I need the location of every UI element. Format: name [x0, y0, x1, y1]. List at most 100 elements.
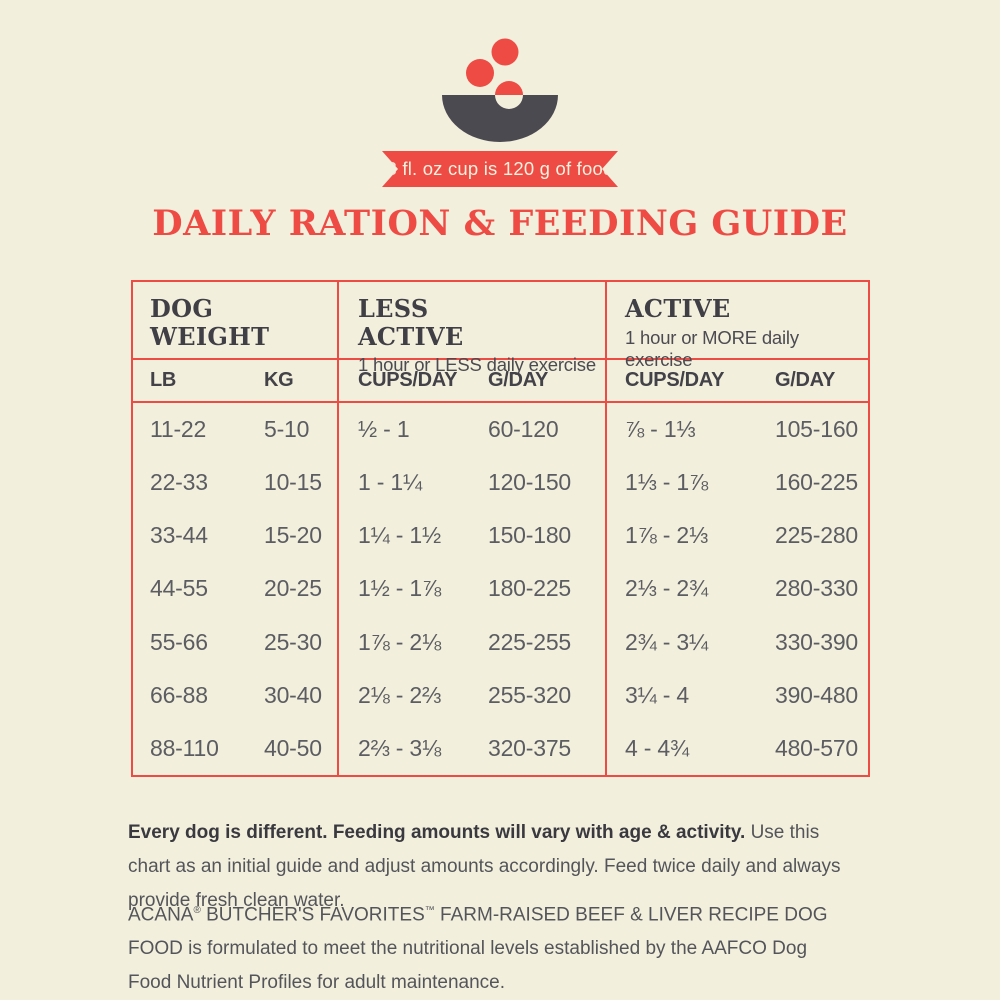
lb-value: 22-33	[150, 469, 208, 496]
kg-value: 10-15	[264, 469, 322, 496]
kibble-notch	[495, 95, 523, 109]
group-subtitle: 1 hour or MORE daily exercise	[625, 326, 799, 370]
kg-value: 5-10	[264, 416, 310, 443]
col-header-cups-day: CUPS/DAY	[358, 369, 458, 391]
grams-value: 150-180	[488, 522, 572, 549]
table-row: 1⅞ - 2⅛ 225-255	[339, 616, 605, 669]
group-title: LESS ACTIVE	[358, 294, 464, 351]
grams-value: 180-225	[488, 575, 572, 602]
col-header-g-day: G/DAY	[488, 369, 549, 391]
feeding-note-rest: Use this chart as an initial guide and a…	[128, 822, 841, 911]
cups-value: 1⅓ - 1⅞	[625, 469, 708, 496]
table-row: 1⅓ - 1⅞ 160-225	[607, 456, 868, 509]
bowl-shape	[442, 95, 558, 142]
cups-value: 1 - 1¼	[358, 469, 423, 496]
table-row: 55-66 25-30	[133, 616, 337, 669]
feeding-table: DOG WEIGHT LB KG 11-22 5-10 22-33 10-15 33…	[131, 280, 870, 777]
table-row: ⅞ - 1⅓ 105-160	[607, 403, 868, 456]
table-row: ½ - 1 60-120	[339, 403, 605, 456]
cups-value: 2⅛ - 2⅔	[358, 681, 441, 708]
grams-value: 255-320	[488, 681, 572, 708]
cups-value: 1¼ - 1½	[358, 522, 441, 549]
kg-value: 20-25	[264, 575, 322, 602]
kg-value: 15-20	[264, 522, 322, 549]
table-body: ⅞ - 1⅓ 105-160 1⅓ - 1⅞ 160-225 1⅞ - 2⅓ 225-…	[607, 403, 868, 775]
table-row: 33-44 15-20	[133, 509, 337, 562]
table-row: 66-88 30-40	[133, 669, 337, 722]
subheader-row: LB KG	[133, 360, 337, 403]
cups-value: ⅞ - 1⅓	[625, 416, 696, 443]
feeding-note: Every dog is different. Feeding amounts …	[128, 816, 850, 918]
kibble-dot-icon	[466, 59, 494, 87]
table-row: 11-22 5-10	[133, 403, 337, 456]
grams-value: 225-280	[775, 522, 859, 549]
group-header: ACTIVE 1 hour or MORE daily exercise	[607, 282, 868, 370]
table-row: 4 - 4¾ 480-570	[607, 722, 868, 775]
column-group-dog-weight: DOG WEIGHT LB KG 11-22 5-10 22-33 10-15 33…	[133, 282, 339, 775]
table-row: 1 - 1¼ 120-150	[339, 456, 605, 509]
table-row: 2⅔ - 3⅛ 320-375	[339, 722, 605, 775]
table-body: 11-22 5-10 22-33 10-15 33-44 15-20 44-55 20-…	[133, 403, 337, 775]
col-header-cups-day: CUPS/DAY	[625, 369, 725, 391]
col-header-g-day: G/DAY	[775, 369, 836, 391]
table-row: 3¼ - 4 390-480	[607, 669, 868, 722]
subheader-row: CUPS/DAY G/DAY	[339, 360, 605, 403]
column-group-less-active: LESS ACTIVE 1 hour or LESS daily exercis…	[339, 282, 607, 775]
group-header: DOG WEIGHT	[133, 282, 337, 360]
cups-value: 3¼ - 4	[625, 681, 690, 708]
cups-value: 1⅞ - 2⅓	[625, 522, 708, 549]
grams-value: 280-330	[775, 575, 859, 602]
aafco-note-rest: FARM-RAISED BEEF & LIVER RECIPE DOG FOOD…	[128, 904, 828, 994]
cups-value: 2⅔ - 3⅛	[358, 734, 441, 761]
feeding-note-bold: Every dog is different. Feeding amounts …	[128, 822, 746, 843]
product-line: BUTCHER'S FAVORITES	[200, 904, 425, 926]
page-title: DAILY RATION & FEEDING GUIDE	[152, 203, 848, 244]
cups-value: 4 - 4¾	[625, 734, 690, 761]
kibble-dot-icon	[495, 81, 523, 95]
food-bowl-icon	[420, 28, 580, 150]
table-row: 2⅓ - 2¾ 280-330	[607, 562, 868, 615]
col-header-lb: LB	[150, 369, 177, 391]
lb-value: 55-66	[150, 628, 208, 655]
table-row: 88-110 40-50	[133, 722, 337, 775]
group-subtitle: 1 hour or LESS daily exercise	[358, 354, 596, 376]
trademark-mark: ™	[424, 905, 435, 916]
ribbon-caption: 8 fl. oz cup is 120 g of food	[386, 158, 614, 179]
kg-value: 40-50	[264, 734, 322, 761]
lb-value: 44-55	[150, 575, 208, 602]
brand-name: ACANA	[128, 904, 194, 926]
table-row: 1⅞ - 2⅓ 225-280	[607, 509, 868, 562]
col-header-kg: KG	[264, 369, 294, 391]
grams-value: 330-390	[775, 628, 859, 655]
kg-value: 25-30	[264, 628, 322, 655]
table-row: 44-55 20-25	[133, 562, 337, 615]
group-title: ACTIVE	[625, 294, 731, 323]
registered-mark: ®	[193, 905, 201, 916]
grams-value: 120-150	[488, 469, 572, 496]
group-header: LESS ACTIVE 1 hour or LESS daily exercis…	[339, 282, 605, 375]
table-row: 2⅛ - 2⅔ 255-320	[339, 669, 605, 722]
cups-value: 2¾ - 3¼	[625, 628, 708, 655]
table-row: 2¾ - 3¼ 330-390	[607, 616, 868, 669]
kibble-dot-icon	[491, 38, 519, 66]
lb-value: 11-22	[150, 416, 207, 443]
aafco-note: ACANA® BUTCHER'S FAVORITES™ FARM-RAISED …	[128, 894, 850, 1000]
table-row: 1¼ - 1½ 150-180	[339, 509, 605, 562]
grams-value: 105-160	[775, 416, 859, 443]
table-row: 1½ - 1⅞ 180-225	[339, 562, 605, 615]
grams-value: 480-570	[775, 734, 859, 761]
table-body: ½ - 1 60-120 1 - 1¼ 120-150 1¼ - 1½ 150-180…	[339, 403, 605, 775]
column-group-active: ACTIVE 1 hour or MORE daily exercise CUP…	[607, 282, 868, 775]
lb-value: 88-110	[150, 734, 219, 761]
grams-value: 60-120	[488, 416, 559, 443]
grams-value: 320-375	[488, 734, 572, 761]
table-row: 22-33 10-15	[133, 456, 337, 509]
grams-value: 390-480	[775, 681, 859, 708]
group-title: DOG WEIGHT	[150, 294, 270, 351]
cup-measure-ribbon: 8 fl. oz cup is 120 g of food	[382, 151, 618, 187]
cups-value: 2⅓ - 2¾	[625, 575, 708, 602]
cups-value: ½ - 1	[358, 416, 410, 443]
grams-value: 160-225	[775, 469, 859, 496]
cups-value: 1½ - 1⅞	[358, 575, 441, 602]
